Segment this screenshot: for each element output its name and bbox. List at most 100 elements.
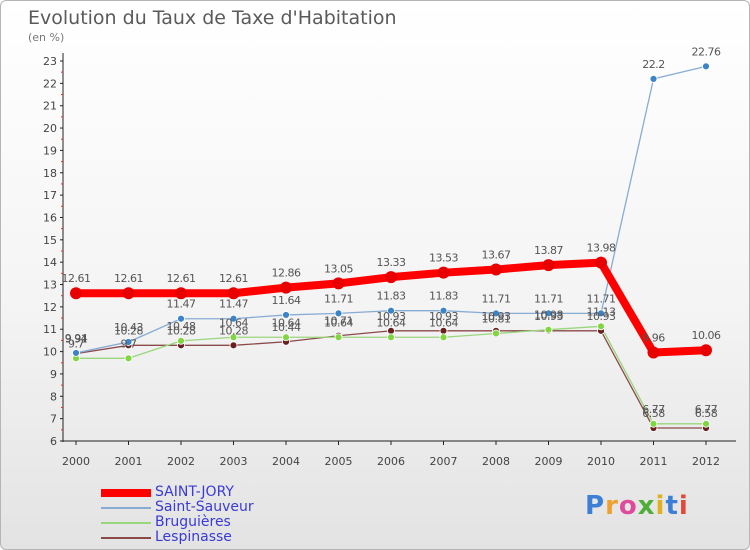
data-point-saint-sauveur [334,309,343,318]
x-tick-label: 2011 [640,455,668,468]
data-point-saint-sauveur [439,306,448,315]
x-tick-label: 2000 [62,455,90,468]
data-label-saint-sauveur: 10.43 [114,321,143,334]
data-point-saint-sauveur [649,74,658,83]
data-label-lespinasse: 10.28 [219,324,248,337]
legend-swatch [101,489,151,497]
data-point-bruguières [702,419,710,428]
data-label-lespinasse: 6.58 [642,407,665,420]
logo-letter: P [585,491,606,521]
logo-letter: t [665,491,679,521]
y-tick-label: 15 [43,234,57,247]
data-label-saint-sauveur: 22.2 [642,58,665,71]
legend-swatch [101,522,151,524]
y-tick-label: 7 [50,413,57,426]
data-point-saint-sauveur [387,306,395,315]
data-label-saint-jory: 12.86 [272,267,301,280]
data-label-saint-sauveur: 11.83 [429,290,458,303]
data-label-saint-sauveur: 11.83 [377,290,406,303]
data-label-bruguières: 10.64 [272,316,301,329]
data-point-saint-jory [490,263,502,276]
data-label-saint-jory: 13.05 [324,262,353,275]
data-label-saint-jory: 12.61 [114,272,143,285]
data-label-bruguières: 10.64 [219,316,248,329]
data-point-saint-jory [700,344,712,357]
data-label-bruguières: 6.77 [695,403,718,416]
data-point-bruguières [649,419,658,428]
data-point-saint-sauveur [72,349,80,357]
data-point-bruguières [492,329,500,338]
data-label-lespinasse: 10.71 [324,315,353,328]
x-tick-label: 2002 [167,455,195,468]
x-tick-label: 2008 [482,455,510,468]
data-label-saint-jory: 13.53 [429,252,458,265]
logo-letter: x [637,491,656,521]
x-tick-label: 2003 [220,455,248,468]
data-label-bruguières: 9.7 [68,337,84,350]
y-tick-label: 17 [43,189,57,202]
data-label-bruguières: 6.77 [642,403,665,416]
data-label-saint-sauveur: 11.71 [587,292,616,305]
y-tick-label: 9 [50,368,57,381]
data-label-lespinasse: 10.93 [429,310,458,323]
x-tick-label: 2005 [325,455,353,468]
logo-letter: r [605,491,619,521]
data-point-saint-jory [332,277,345,290]
data-point-saint-jory [70,287,82,300]
data-label-lespinasse: 10.93 [534,310,563,323]
data-label-saint-sauveur: 11.47 [219,298,248,311]
chart-title: Evolution du Taux de Taxe d'Habitation [28,7,397,29]
y-tick-label: 12 [43,301,57,314]
data-point-saint-jory [437,266,450,279]
logo-letter: i [655,491,666,521]
y-tick-label: 22 [43,77,57,90]
proxiti-logo: Proxiti [585,491,689,521]
data-label-saint-jory: 12.61 [167,272,196,285]
legend-swatch [101,507,151,509]
y-tick-label: 13 [43,279,57,292]
data-label-bruguières: 10.64 [429,316,458,329]
data-label-saint-jory: 10.06 [692,329,721,342]
x-tick-label: 2009 [535,455,563,468]
data-point-saint-sauveur [229,314,238,323]
data-point-bruguières [387,333,395,342]
x-tick-label: 2004 [272,455,300,468]
data-label-bruguières: 10.64 [324,316,353,329]
data-label-saint-sauveur: 11.64 [272,294,301,307]
x-tick-label: 2007 [430,455,458,468]
y-tick-label: 8 [50,390,57,403]
data-label-saint-jory: 13.67 [482,249,511,262]
data-label-saint-jory: 13.87 [534,244,563,257]
y-tick-label: 10 [43,346,57,359]
data-point-lespinasse [229,341,238,350]
x-tick-label: 2012 [692,455,720,468]
y-tick-label: 6 [50,435,57,448]
data-point-saint-sauveur [282,311,290,319]
data-point-saint-sauveur [702,62,710,71]
legend-label: Saint-Sauveur [155,499,254,515]
data-label-bruguières: 10.64 [377,316,406,329]
data-point-saint-jory [595,256,607,269]
x-tick-label: 2006 [377,455,405,468]
y-tick-label: 18 [43,167,57,180]
legend-label: Lespinasse [155,529,232,545]
logo-letter: i [678,491,689,521]
data-label-lespinasse: 9.91 [65,333,88,346]
data-label-saint-sauveur: 11.71 [482,292,511,305]
data-label-lespinasse: 6.58 [695,407,718,420]
data-point-saint-jory [122,287,135,300]
data-label-saint-jory: 13.98 [587,242,616,255]
data-point-saint-sauveur [492,309,500,318]
x-tick-label: 2010 [587,455,615,468]
data-point-bruguières [177,336,185,345]
y-tick-label: 23 [43,55,57,68]
data-point-bruguières [334,333,343,342]
data-label-lespinasse: 10.28 [167,324,196,337]
data-label-saint-jory: 12.61 [219,272,248,285]
y-tick-label: 19 [43,144,57,157]
y-tick-label: 16 [43,211,57,224]
x-tick-label: 2001 [115,455,143,468]
data-label-saint-sauveur: 11.71 [534,292,563,305]
legend-label: Bruguières [155,514,231,530]
